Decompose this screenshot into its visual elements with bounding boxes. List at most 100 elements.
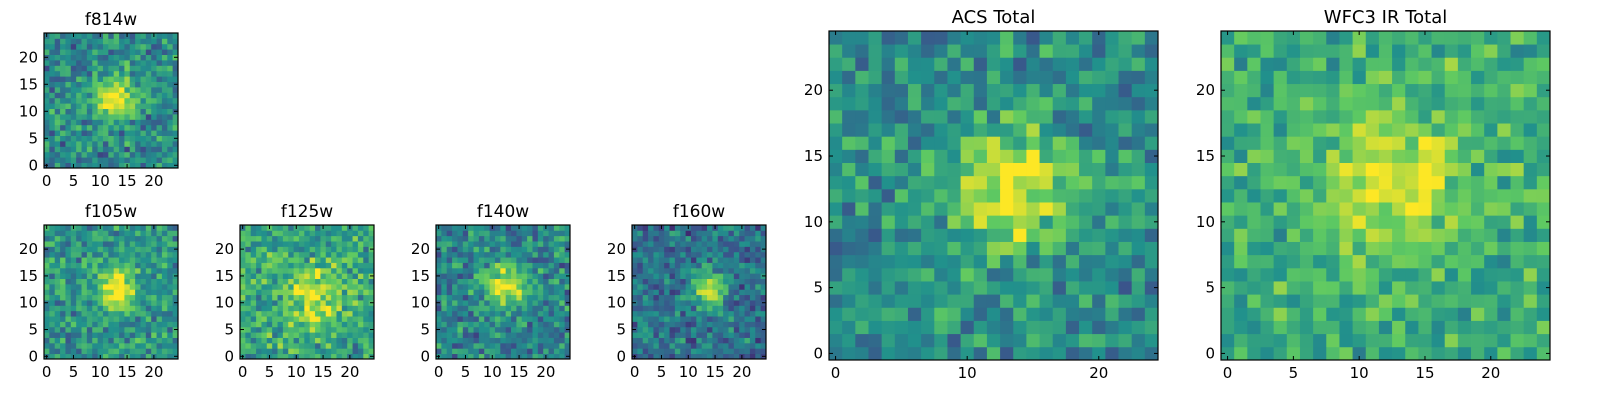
heatmap-cell [1536,267,1551,282]
heatmap-cell [521,316,528,322]
heatmap-cell [632,289,638,296]
heatmap-cell [272,235,278,242]
heatmap-cell [54,267,61,274]
heatmap-cell [1484,31,1498,45]
heatmap-cell [156,342,163,349]
heatmap-cell [250,321,257,328]
heatmap-cell [712,321,719,328]
heatmap-cell [1105,175,1119,190]
heatmap-cell [1052,162,1067,177]
heatmap-cell [1299,346,1314,361]
heatmap-cell [336,230,343,237]
heatmap-cell [473,230,480,237]
heatmap-cell [65,97,72,104]
heatmap-cell [685,273,692,279]
heatmap-cell [728,342,735,349]
heatmap-cell [755,332,762,338]
heatmap-cell [331,289,337,296]
heatmap-cell [1234,281,1248,295]
heatmap-cell [140,337,147,344]
heatmap-cell [960,202,975,216]
heatmap-cell [298,337,305,344]
heatmap-cell [282,283,289,290]
heatmap-cell [829,294,843,308]
heatmap-cell [167,241,174,247]
heatmap-cell [473,278,480,285]
heatmap-cell [553,251,560,258]
heatmap-cell [1000,320,1014,335]
heatmap-cell [868,202,883,216]
heatmap-cell [1536,294,1551,308]
y-tick-label: 10 [215,294,234,312]
heatmap-cell [1273,123,1288,137]
heatmap-cell [44,119,50,126]
heatmap-cell [261,353,268,360]
heatmap-cell [648,321,654,328]
heatmap-cell [632,257,638,263]
heatmap-cell [86,141,93,147]
heatmap-cell [167,87,174,93]
heatmap-cell [1065,162,1080,177]
heatmap-cell [119,321,125,328]
heatmap-cell [559,283,566,290]
heatmap-cell [468,316,474,322]
heatmap-cell [250,267,257,274]
heatmap-cell [145,97,152,104]
heatmap-cell [293,283,300,290]
heatmap-cell [49,310,56,317]
heatmap-cell [266,316,273,322]
heatmap-cell [1105,44,1119,58]
heatmap-cell [70,87,77,93]
heatmap-cell [637,337,644,344]
heatmap-cell [934,346,948,361]
heatmap-cell [363,225,370,231]
heatmap-cell [521,321,528,328]
heatmap-cell [473,321,480,328]
heatmap-cell [315,321,321,328]
heatmap-cell [855,70,869,85]
heatmap-cell [907,320,922,335]
heatmap-cell [1000,70,1014,85]
heatmap-cell [60,230,66,237]
heatmap-cell [829,254,843,269]
heatmap-cell [124,283,131,290]
y-tick-label: 5 [28,321,38,339]
heatmap-cell [934,123,948,137]
heatmap-cell [1392,83,1406,98]
heatmap-cell [151,316,157,322]
heatmap-cell [167,316,174,322]
heatmap-cell [712,278,719,285]
heatmap-cell [500,225,507,231]
heatmap-cell [505,300,512,306]
heatmap-cell [336,342,343,349]
heatmap-cell [462,348,469,355]
heatmap-cell [855,83,869,98]
heatmap-cell [1273,281,1288,295]
heatmap-cell [690,262,697,269]
heatmap-cell [1286,83,1301,98]
heatmap-cell [161,87,168,93]
heatmap-cell [696,246,703,253]
heatmap-cell [452,342,458,349]
heatmap-cell [140,81,147,88]
heatmap-cell [70,230,77,237]
heatmap-cell [65,294,72,301]
heatmap-cell [749,283,756,290]
heatmap-cell [521,225,528,231]
heatmap-cell [1000,44,1014,58]
heatmap-cell [446,262,453,269]
heatmap-cell [145,230,152,237]
heatmap-cell [559,342,566,349]
heatmap-cell [352,342,359,349]
heatmap-cell [245,225,252,231]
heatmap-cell [500,353,507,360]
heatmap-cell [54,65,61,72]
heatmap-cell [60,76,66,82]
heatmap-cell [145,267,152,274]
heatmap-cell [842,44,856,58]
heatmap-cell [1471,57,1485,71]
heatmap-cell [1418,215,1432,229]
heatmap-cell [1352,136,1367,150]
heatmap-cell [553,225,560,231]
heatmap-cell [664,316,670,322]
